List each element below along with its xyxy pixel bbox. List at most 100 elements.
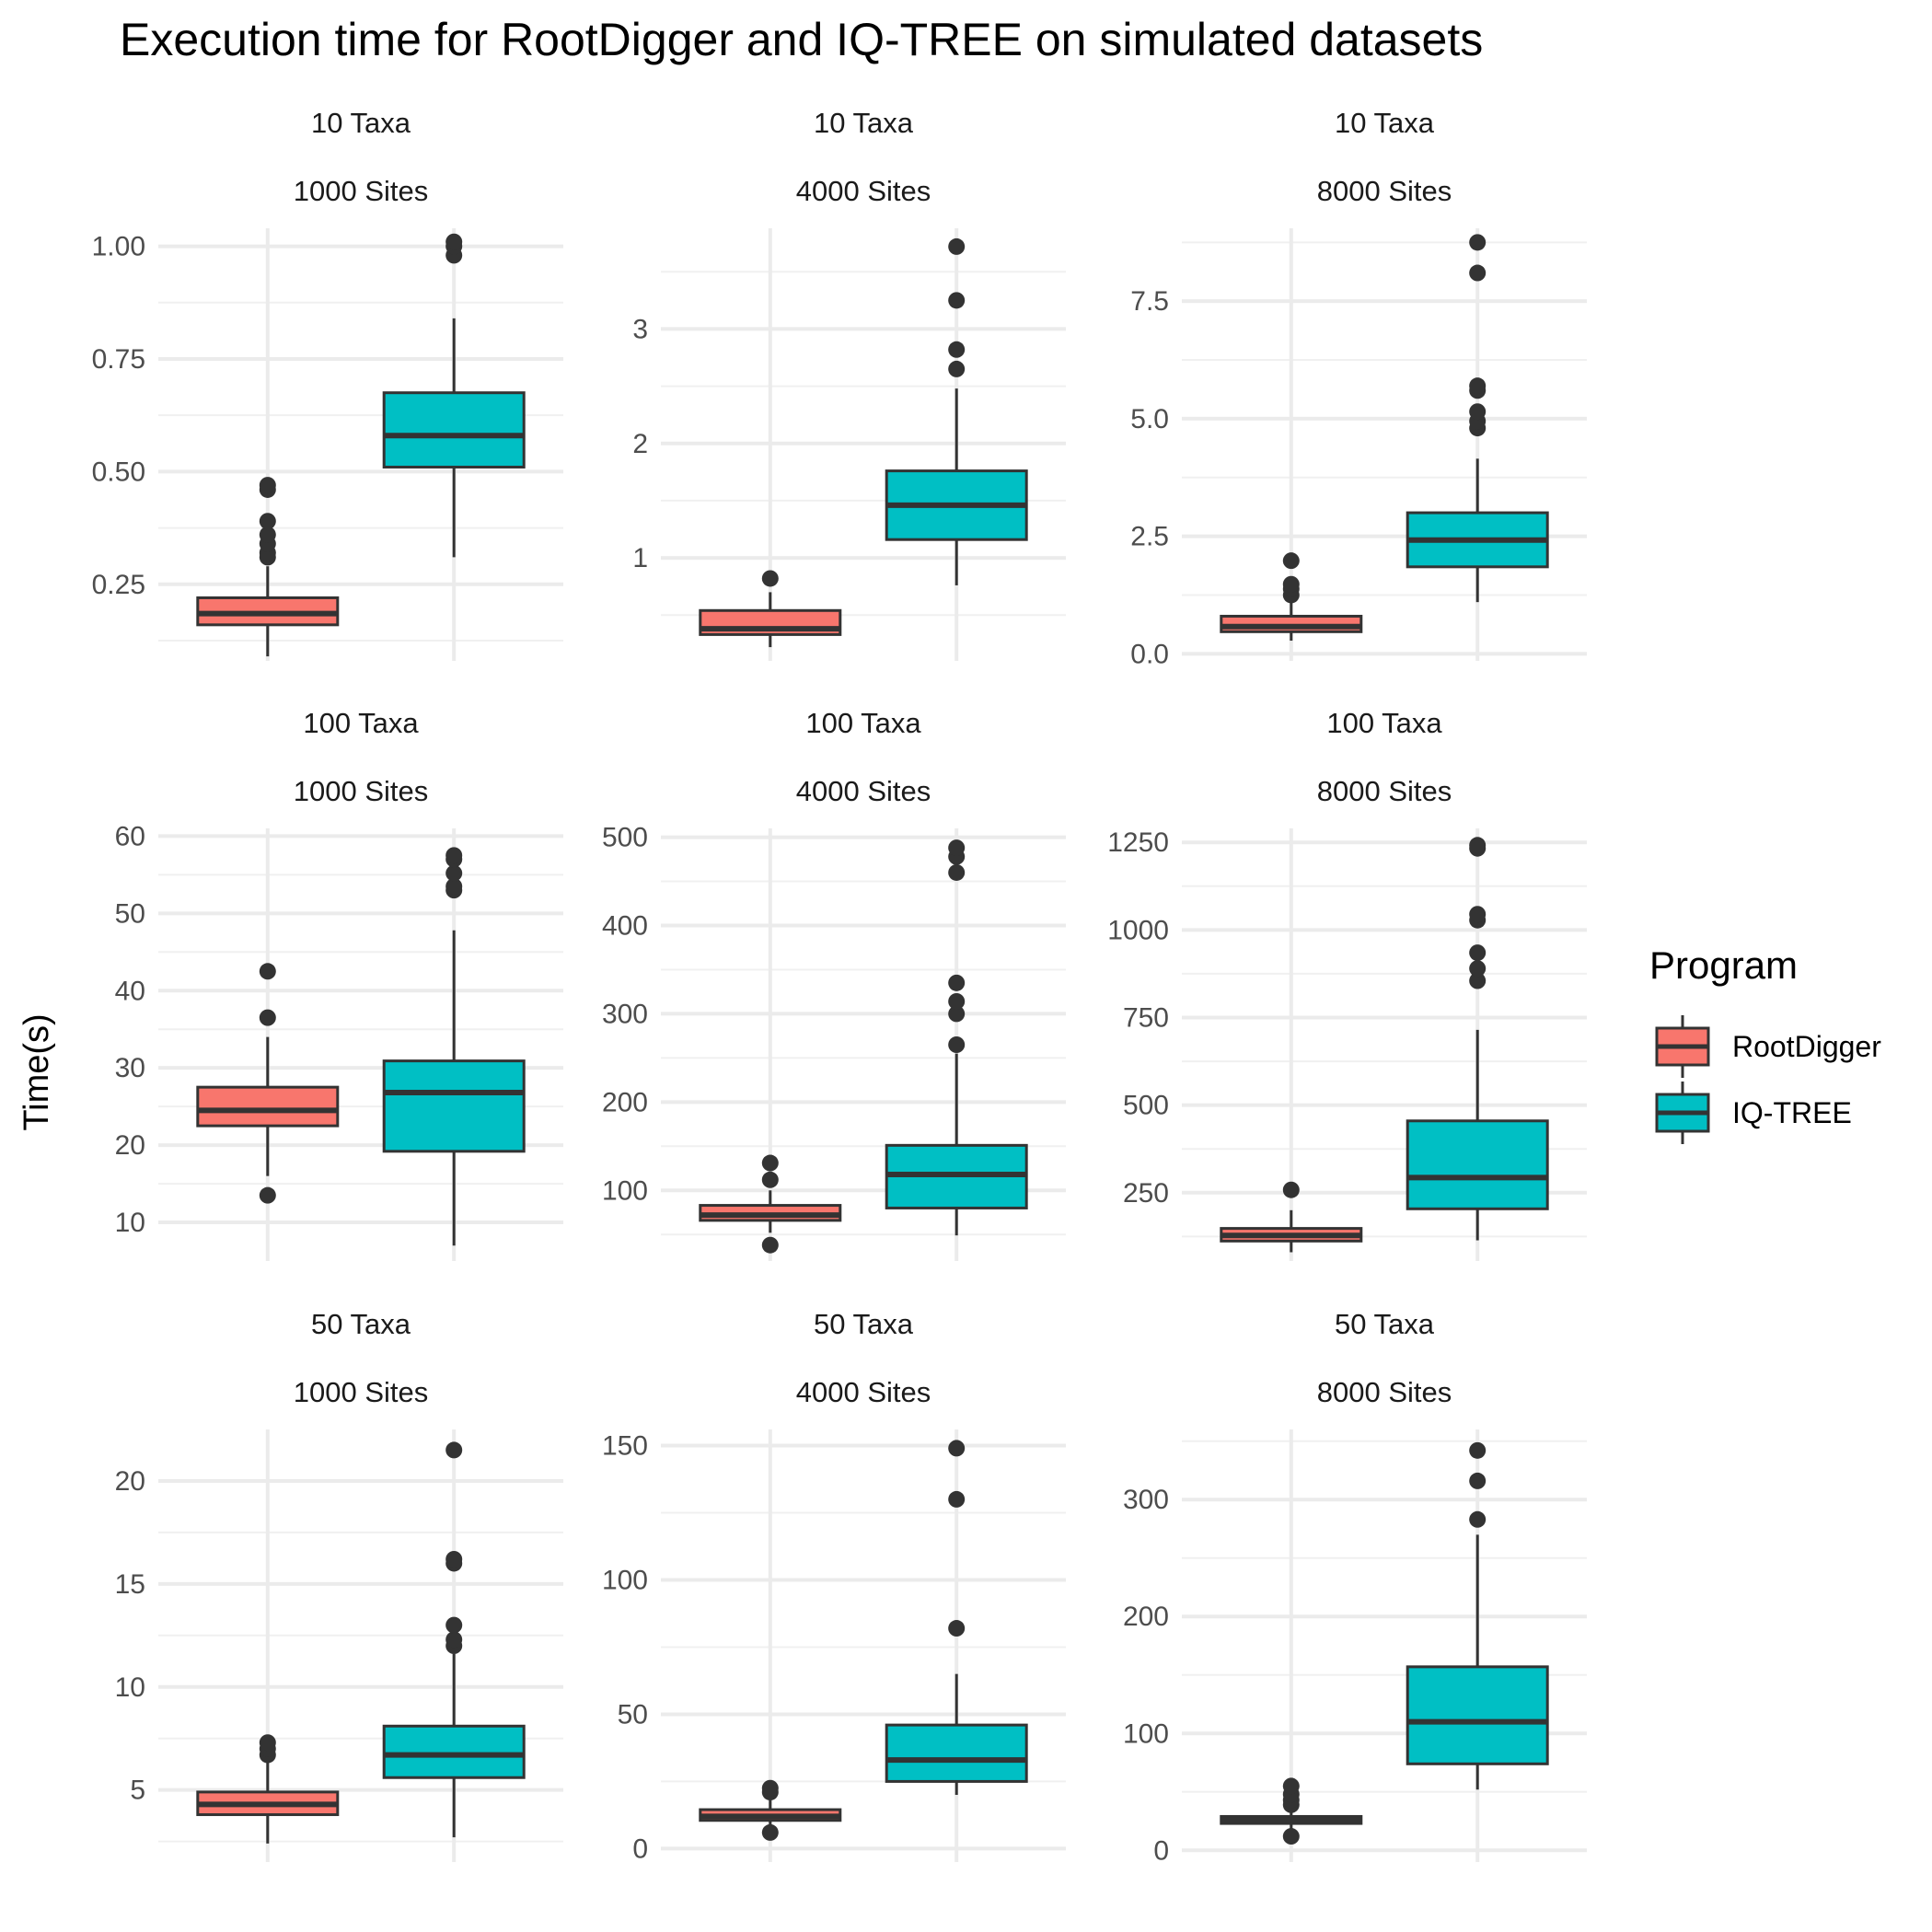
panel-taxa-label: 100 Taxa [805,707,921,739]
panel-9: 50 Taxa 8000 Sites 0 100 200 300 [1123,1308,1587,1866]
outlier-point [259,963,276,980]
y-tick-label: 250 [1123,1178,1169,1209]
outlier-point [1282,1777,1300,1795]
box-iq-tree [382,233,526,558]
panel-taxa-label: 100 Taxa [303,707,419,739]
box-iqr [885,1723,1028,1783]
outlier-point [259,1186,276,1204]
outlier-point [1469,960,1487,978]
y-tick-label: 300 [602,999,648,1029]
box-iq-tree [382,847,526,1246]
panel-taxa-label: 100 Taxa [1326,707,1442,739]
outlier-point [445,233,463,250]
outlier-point [445,864,463,882]
outlier-point [1469,1510,1487,1528]
panel-sites-label: 4000 Sites [796,175,931,207]
panel-1: 10 Taxa 1000 Sites 0.25 0.50 0.75 1.00 [92,107,563,661]
outlier-point [259,477,276,494]
box-rootdigger [1220,1777,1363,1845]
outlier-point [1469,377,1487,395]
y-tick-label: 10 [115,1672,145,1703]
y-tick-label: 0 [1153,1835,1169,1866]
chart-title: Execution time for RootDigger and IQ-TRE… [120,14,1483,65]
y-tick-label: 200 [1123,1602,1169,1632]
outlier-point [761,1823,779,1841]
outlier-point [445,1631,463,1649]
legend-entry-rootdigger: RootDigger [1655,1015,1881,1078]
panel-taxa-label: 10 Taxa [1335,107,1435,139]
box-iqr [382,1724,526,1779]
outlier-point [761,1171,779,1188]
outlier-point [1469,403,1487,421]
outlier-point [1469,1472,1487,1489]
panel-sites-label: 1000 Sites [294,775,429,807]
y-axis-label: Time(s) [17,1013,56,1130]
box-rootdigger [699,1779,842,1841]
outlier-point [948,839,966,857]
outlier-point [948,1440,966,1457]
panel-taxa-label: 50 Taxa [311,1308,411,1340]
panel-sites-label: 8000 Sites [1317,775,1452,807]
outlier-point [1469,972,1487,989]
outlier-point [445,1616,463,1634]
y-tick-label: 15 [115,1569,145,1600]
box-iqr [196,1085,340,1128]
y-tick-label: 100 [602,1565,648,1595]
outlier-point [1469,944,1487,962]
panel-3: 10 Taxa 8000 Sites 0.0 2.5 5.0 7.5 [1130,107,1587,669]
y-tick-label: 100 [1123,1718,1169,1749]
outlier-point [948,1490,966,1508]
outlier-point [259,1734,276,1752]
panel-sites-label: 1000 Sites [294,175,429,207]
outlier-point [1282,552,1300,570]
outlier-point [445,1441,463,1459]
y-tick-label: 2 [632,429,648,459]
panel-4: 100 Taxa 1000 Sites 10 20 30 40 50 60 [115,707,563,1261]
outlier-point [445,1551,463,1568]
y-tick-label: 3 [632,314,648,344]
outlier-point [948,237,966,255]
y-tick-label: 2.5 [1130,522,1169,552]
panel-5: 100 Taxa 4000 Sites 100 200 300 400 500 [602,707,1066,1261]
outlier-point [1469,234,1487,251]
y-tick-label: 50 [115,898,145,929]
box-rootdigger [1220,552,1363,642]
y-tick-label: 750 [1123,1003,1169,1034]
outlier-point [948,1005,966,1023]
y-tick-label: 500 [602,823,648,853]
outlier-point [259,1009,276,1026]
y-tick-label: 20 [115,1466,145,1497]
box-iq-tree [885,237,1028,585]
outlier-point [1469,906,1487,923]
panel-sites-label: 4000 Sites [796,775,931,807]
outlier-point [1469,1441,1487,1459]
panel-taxa-label: 10 Taxa [814,107,914,139]
box-iq-tree [1406,1441,1549,1790]
outlier-point [761,1779,779,1797]
box-iqr [1406,1119,1549,1210]
outlier-point [948,360,966,377]
legend-label: IQ-TREE [1732,1096,1852,1129]
panel-7: 50 Taxa 1000 Sites 5 10 15 20 [115,1308,563,1862]
box-iqr [382,391,526,469]
y-tick-label: 400 [602,911,648,942]
outlier-point [1469,837,1487,854]
outlier-point [1282,575,1300,593]
y-tick-label: 5.0 [1130,404,1169,434]
y-tick-label: 7.5 [1130,286,1169,317]
y-tick-label: 0.75 [92,344,145,375]
y-tick-label: 0.25 [92,570,145,600]
outlier-point [445,847,463,864]
y-tick-label: 200 [602,1087,648,1117]
panel-sites-label: 4000 Sites [796,1376,931,1408]
panel-taxa-label: 50 Taxa [1335,1308,1435,1340]
y-tick-label: 100 [602,1175,648,1206]
outlier-point [1469,264,1487,282]
y-tick-label: 1250 [1107,827,1169,858]
y-tick-label: 500 [1123,1091,1169,1121]
box-iq-tree [885,1440,1028,1796]
y-tick-label: 40 [115,976,145,1006]
box-iq-tree [382,1441,526,1838]
